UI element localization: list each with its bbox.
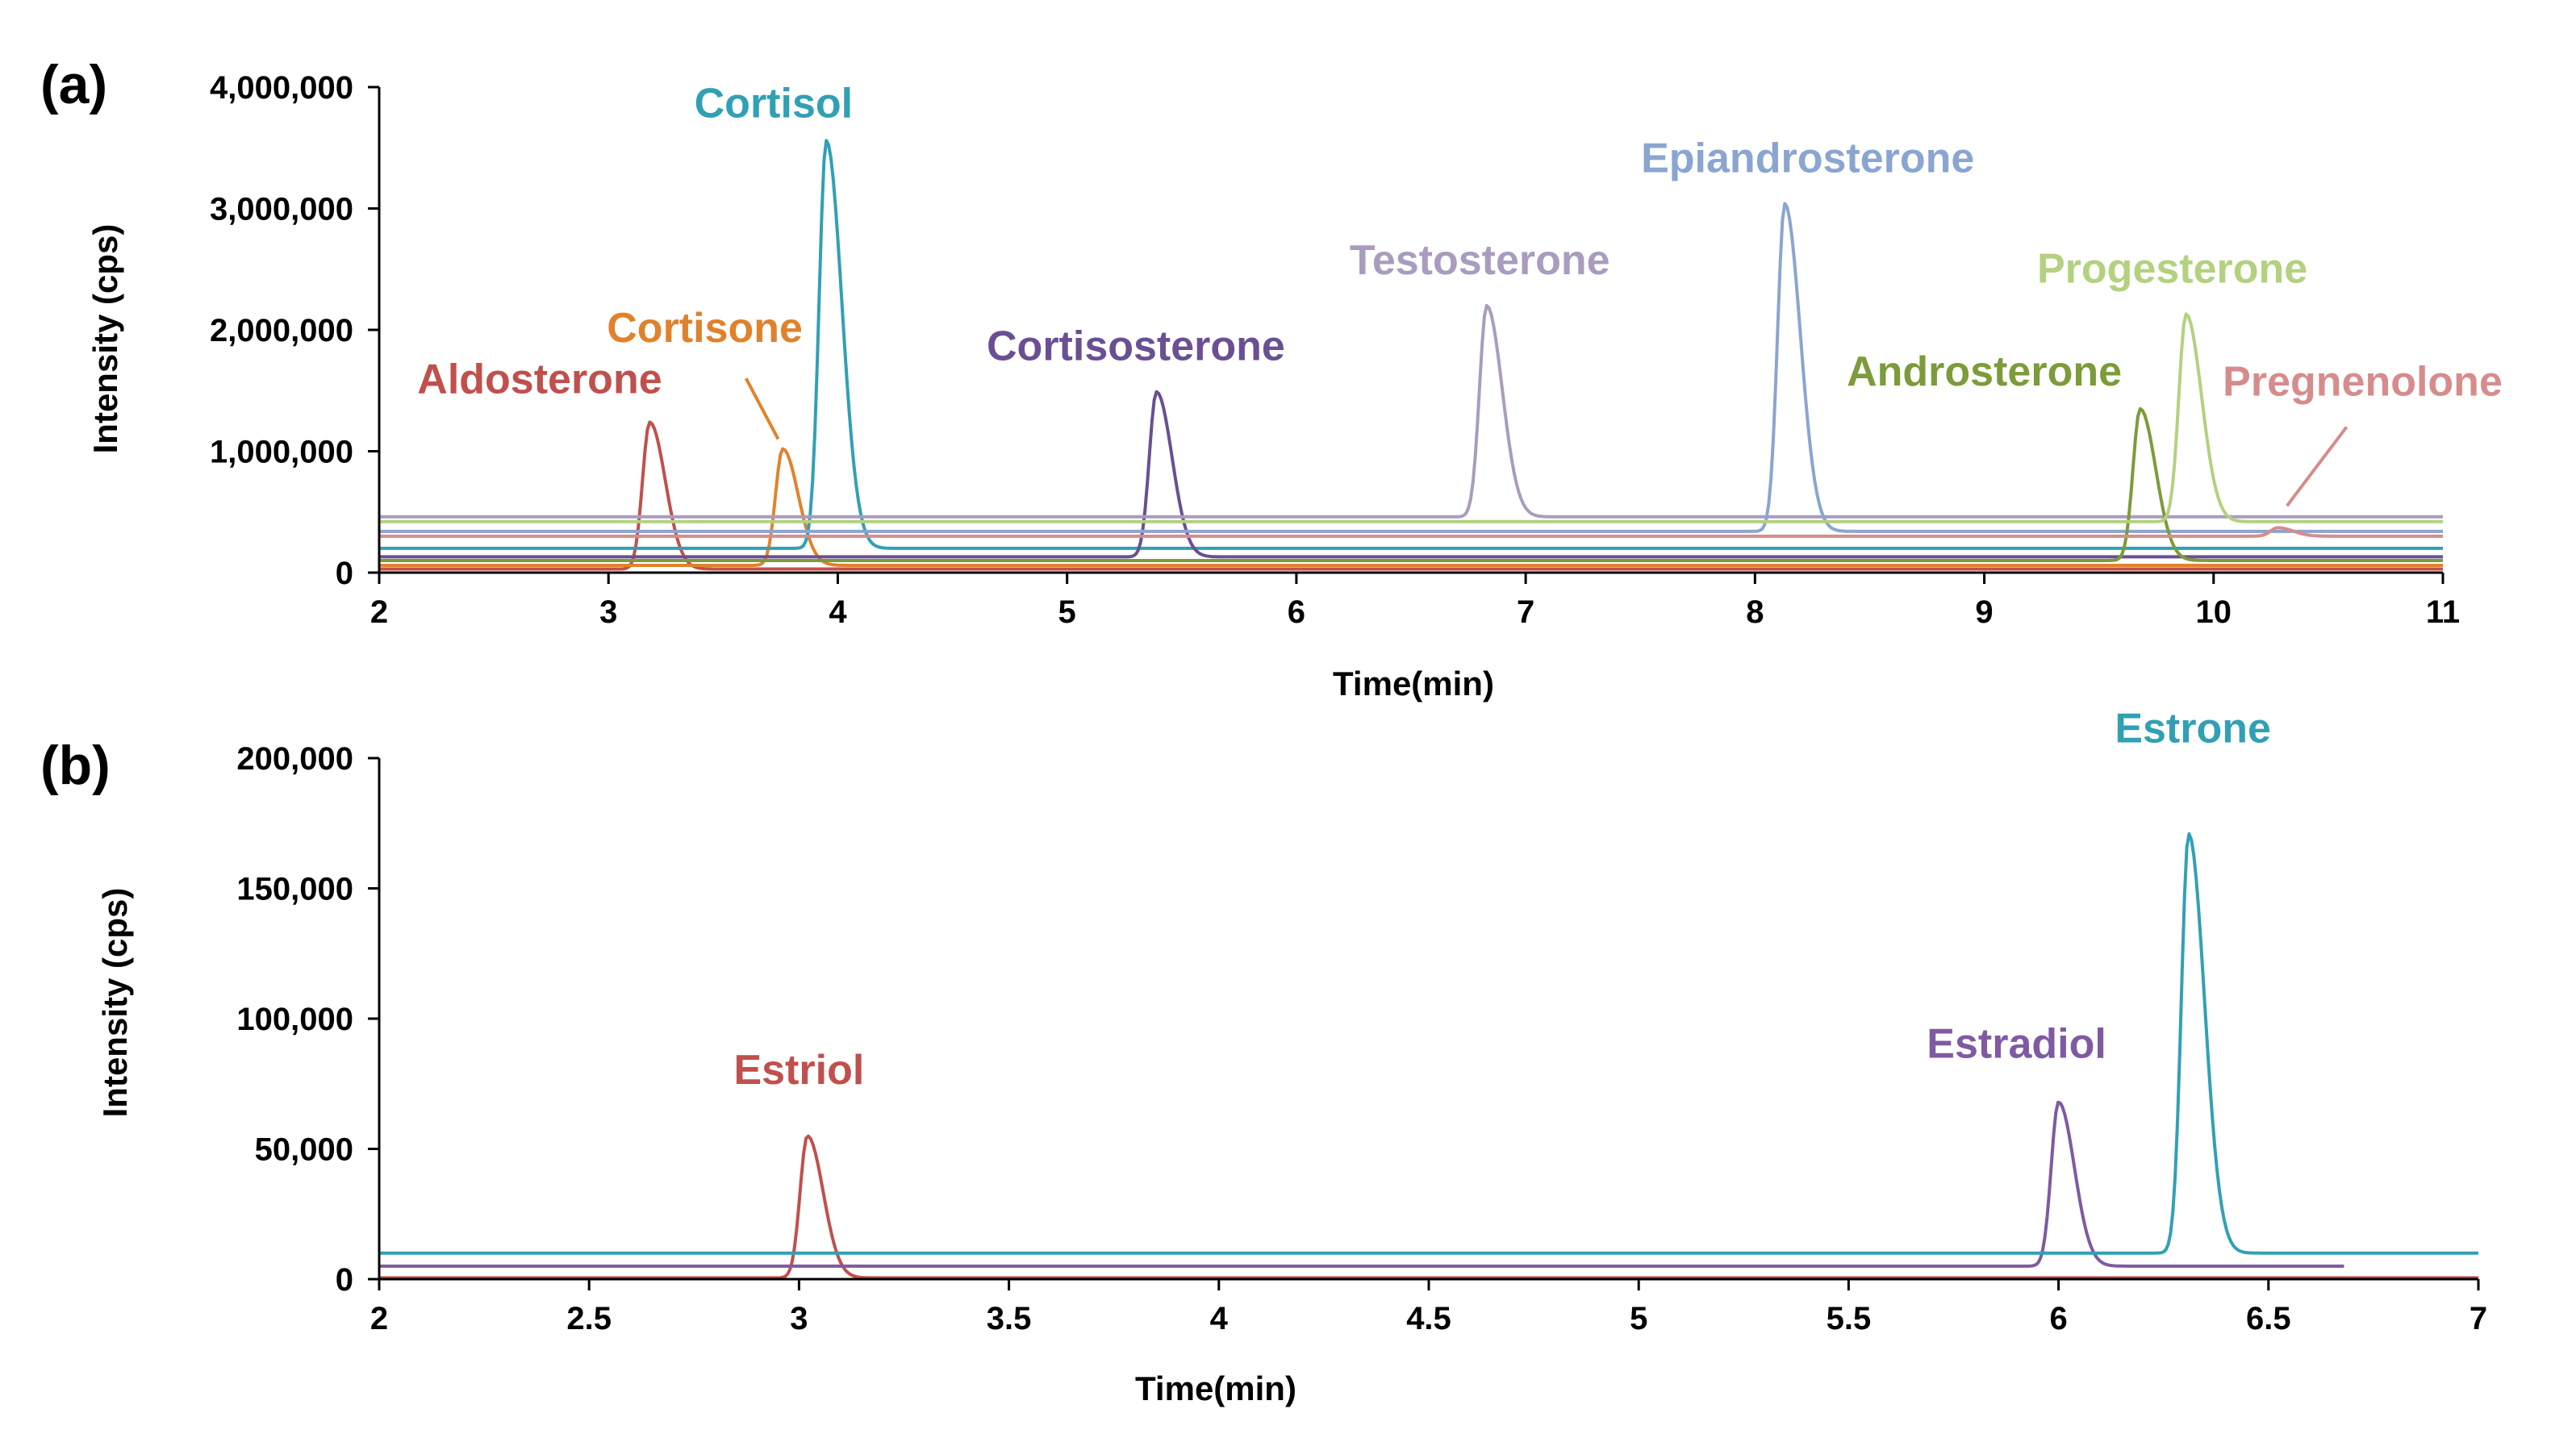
panel-a-peak-label-progesterone: Progesterone <box>2037 245 2307 292</box>
panel-a-y-tick-label: 4,000,000 <box>210 70 353 106</box>
panel-a-peak-label-epiandrosterone: Epiandrosterone <box>1641 135 1974 181</box>
panel-a-y-axis-title: Intensity (cps) <box>86 224 124 454</box>
panel-a-x-tick-label: 3 <box>599 594 617 630</box>
panel-a-peak-label-testosterone: Testosterone <box>1350 237 1610 284</box>
panel-a-peak-label-cortisol: Cortisol <box>695 81 853 127</box>
panel-a-trace-epiandrosterone <box>379 202 2443 533</box>
panel-a-peak-label-cortisone: Cortisone <box>607 305 803 352</box>
panel-b-y-tick-label: 100,000 <box>236 1002 353 1037</box>
panel-b-y-axis-title: Intensity (cps) <box>96 888 134 1118</box>
panel-a-peak-label-pregnenolone: Pregnenolone <box>2223 358 2503 405</box>
panel-a-y-tick-label: 2,000,000 <box>210 313 353 348</box>
panel-a-trace-cortisol <box>379 139 2443 550</box>
panel-b-x-tick-label: 2 <box>370 1301 388 1336</box>
panel-b-x-axis-title: Time(min) <box>1135 1369 1296 1407</box>
panel-a-y-tick-label: 0 <box>336 556 353 591</box>
panel-b-x-tick-label: 4 <box>1210 1301 1229 1336</box>
panel-b-y-tick-label: 50,000 <box>255 1132 353 1168</box>
panel-a-x-tick-label: 4 <box>829 594 847 630</box>
panel-a-y-tick-label: 1,000,000 <box>210 435 353 470</box>
panel-a-leader-line-cortisone <box>744 377 780 440</box>
panel-b-y-tick-label: 0 <box>336 1262 353 1298</box>
panel-b-x-tick-label: 7 <box>2470 1301 2487 1336</box>
panel-b-x-tick-label: 6 <box>2049 1301 2067 1336</box>
panel-a-x-tick-label: 7 <box>1517 594 1534 630</box>
panel-b-y-tick-label: 200,000 <box>236 741 353 777</box>
panel-a-peak-label-cortisosterone: Cortisosterone <box>987 323 1285 370</box>
panel-a-trace-aldosterone <box>379 420 2443 571</box>
panel-b-y-tick-label: 150,000 <box>236 872 353 907</box>
panel-b-x-tick-label: 2.5 <box>566 1301 612 1336</box>
panel-b-x-tick-label: 5.5 <box>1827 1301 1872 1336</box>
panel-a-x-tick-label: 5 <box>1058 594 1076 630</box>
panel-b-trace-estrone <box>379 832 2478 1255</box>
panel-b-x-tick-label: 5 <box>1630 1301 1647 1336</box>
panel-b-trace-estriol <box>379 1134 2478 1280</box>
panel-a-x-tick-label: 2 <box>370 594 388 630</box>
panel-a-x-tick-label: 10 <box>2196 594 2232 630</box>
panel-b-x-tick-label: 6.5 <box>2246 1301 2291 1336</box>
panel-a-trace-androsterone <box>379 406 2443 562</box>
panel-b-chart: (b) Intensity (cps) Time(min) 2 2.5 3 3.5 4 4… <box>40 706 2487 1407</box>
panel-b-peak-label-estrone: Estrone <box>2115 706 2271 752</box>
panel-a-y-tick-label: 3,000,000 <box>210 192 353 227</box>
panel-a-label: (a) <box>40 54 107 115</box>
panel-a-trace-progesterone <box>379 312 2443 523</box>
panel-a-trace-cortisone <box>379 447 2443 567</box>
panel-b-x-tick-label: 3.5 <box>987 1301 1032 1336</box>
panel-a-trace-pregnenolone <box>379 526 2443 538</box>
panel-b-trace-estradiol <box>379 1100 2344 1268</box>
panel-b-x-tick-label: 3 <box>790 1301 808 1336</box>
panel-a-x-tick-label: 8 <box>1746 594 1764 630</box>
panel-a-x-tick-label: 11 <box>2426 594 2460 630</box>
panel-b-label: (b) <box>40 735 111 796</box>
panel-a-peak-label-androsterone: Androsterone <box>1847 348 2122 395</box>
panel-a-leader-line-pregnenolone <box>2286 426 2348 507</box>
panel-b-peak-label-estriol: Estriol <box>733 1047 864 1094</box>
panel-a-x-axis-title: Time(min) <box>1333 665 1494 702</box>
panel-a-x-tick-label: 9 <box>1975 594 1993 630</box>
panel-b-x-tick-label: 4.5 <box>1406 1301 1451 1336</box>
panel-a-trace-cortisosterone <box>379 390 2443 559</box>
panel-a-chart: (a) Intensity (cps) Time(min) 2 3 4 5 6 7 8 9 10… <box>40 54 2503 702</box>
panel-a-peak-label-aldosterone: Aldosterone <box>417 356 662 402</box>
panel-a-trace-testosterone <box>379 303 2443 519</box>
panel-a-x-tick-label: 6 <box>1288 594 1305 630</box>
panel-b-peak-label-estradiol: Estradiol <box>1927 1020 2106 1067</box>
